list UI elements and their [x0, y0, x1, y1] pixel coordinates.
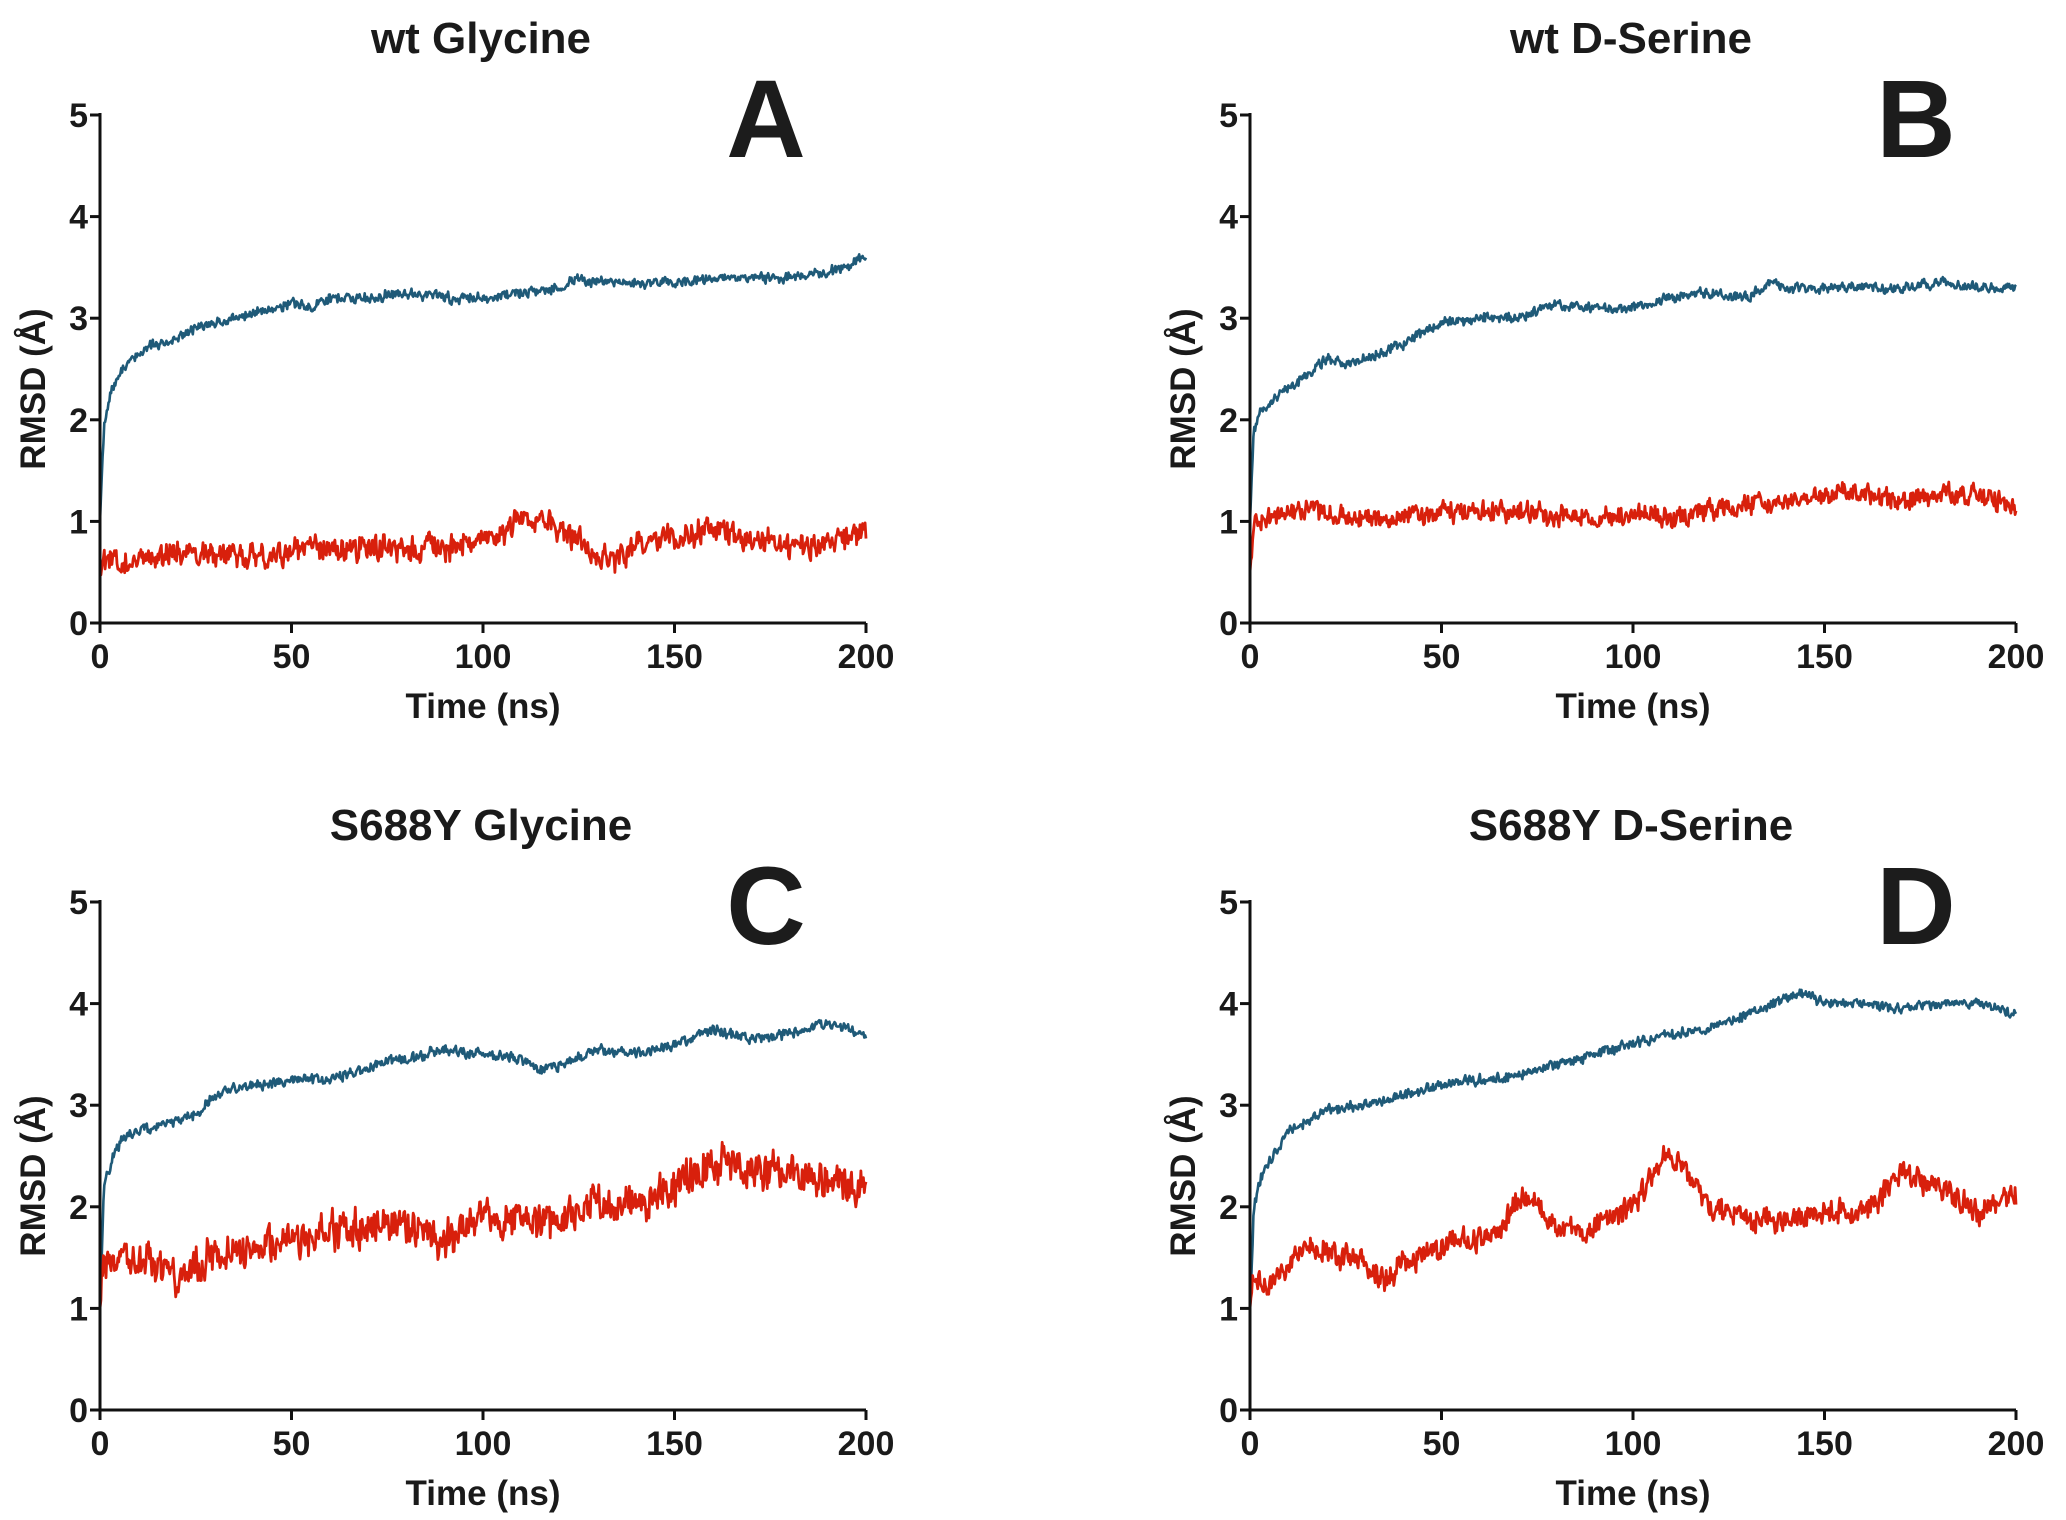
x-tick-label: 200 [1988, 1425, 2045, 1463]
panel-letter: A [726, 58, 805, 181]
x-tick-label: 50 [273, 638, 311, 676]
y-tick-label: 3 [1219, 300, 1238, 338]
x-axis-label: Time (ns) [406, 687, 561, 726]
x-tick-label: 100 [455, 638, 512, 676]
chart-title: wt Glycine [370, 14, 591, 63]
y-tick-label: 5 [1219, 97, 1238, 135]
y-tick-label: 4 [1219, 986, 1238, 1024]
x-tick-label: 100 [455, 1425, 512, 1463]
x-tick-label: 50 [1423, 638, 1461, 676]
y-tick-label: 4 [1219, 199, 1238, 237]
protein-rmsd-line [98, 253, 868, 623]
chart-title: S688Y Glycine [330, 801, 633, 850]
x-tick-label: 150 [646, 638, 703, 676]
y-tick-label: 2 [69, 1189, 88, 1227]
x-tick-label: 0 [1241, 1425, 1260, 1463]
y-tick-label: 3 [1219, 1087, 1238, 1125]
y-tick-label: 3 [69, 300, 88, 338]
x-tick-label: 0 [1241, 638, 1260, 676]
y-tick-label: 1 [1219, 1290, 1238, 1328]
ligand-rmsd-line [1248, 480, 2018, 623]
y-tick-label: 5 [69, 97, 88, 135]
y-tick-label: 1 [69, 1290, 88, 1328]
protein-rmsd-line [98, 1019, 868, 1410]
y-tick-label: 3 [69, 1087, 88, 1125]
x-tick-label: 0 [91, 638, 110, 676]
panel-letter: D [1876, 845, 1955, 968]
y-tick-label: 0 [1219, 605, 1238, 643]
y-tick-label: 5 [69, 884, 88, 922]
ligand-rmsd-line [98, 1140, 868, 1410]
x-tick-label: 100 [1605, 1425, 1662, 1463]
panel-letter: B [1876, 58, 1955, 181]
y-axis-label: RMSD (Å) [13, 308, 53, 469]
y-tick-label: 2 [1219, 1189, 1238, 1227]
y-axis-label: RMSD (Å) [13, 1095, 53, 1256]
protein-rmsd-line [1248, 988, 2018, 1410]
panel-letter: C [726, 845, 805, 968]
x-tick-label: 50 [273, 1425, 311, 1463]
x-tick-label: 200 [838, 1425, 895, 1463]
y-axis-label: RMSD (Å) [1163, 1095, 1203, 1256]
x-tick-label: 200 [1988, 638, 2045, 676]
y-tick-label: 5 [1219, 884, 1238, 922]
chart-title: S688Y D-Serine [1469, 801, 1793, 850]
y-tick-label: 4 [69, 199, 88, 237]
ligand-rmsd-line [1248, 1144, 2018, 1410]
x-tick-label: 200 [838, 638, 895, 676]
y-tick-label: 4 [69, 986, 88, 1024]
x-tick-label: 100 [1605, 638, 1662, 676]
x-axis-label: Time (ns) [1556, 687, 1711, 726]
x-axis-label: Time (ns) [406, 1474, 561, 1513]
x-tick-label: 150 [646, 1425, 703, 1463]
x-tick-label: 0 [91, 1425, 110, 1463]
y-tick-label: 1 [1219, 503, 1238, 541]
x-tick-label: 50 [1423, 1425, 1461, 1463]
x-axis-label: Time (ns) [1556, 1474, 1711, 1513]
x-tick-label: 150 [1796, 1425, 1853, 1463]
y-tick-label: 0 [1219, 1392, 1238, 1430]
ligand-rmsd-line [98, 509, 868, 623]
x-tick-label: 150 [1796, 638, 1853, 676]
y-tick-label: 1 [69, 503, 88, 541]
y-tick-label: 0 [69, 1392, 88, 1430]
chart-title: wt D-Serine [1509, 14, 1752, 63]
y-axis-label: RMSD (Å) [1163, 308, 1203, 469]
y-tick-label: 2 [69, 402, 88, 440]
y-tick-label: 0 [69, 605, 88, 643]
y-tick-label: 2 [1219, 402, 1238, 440]
protein-rmsd-line [1248, 275, 2017, 623]
